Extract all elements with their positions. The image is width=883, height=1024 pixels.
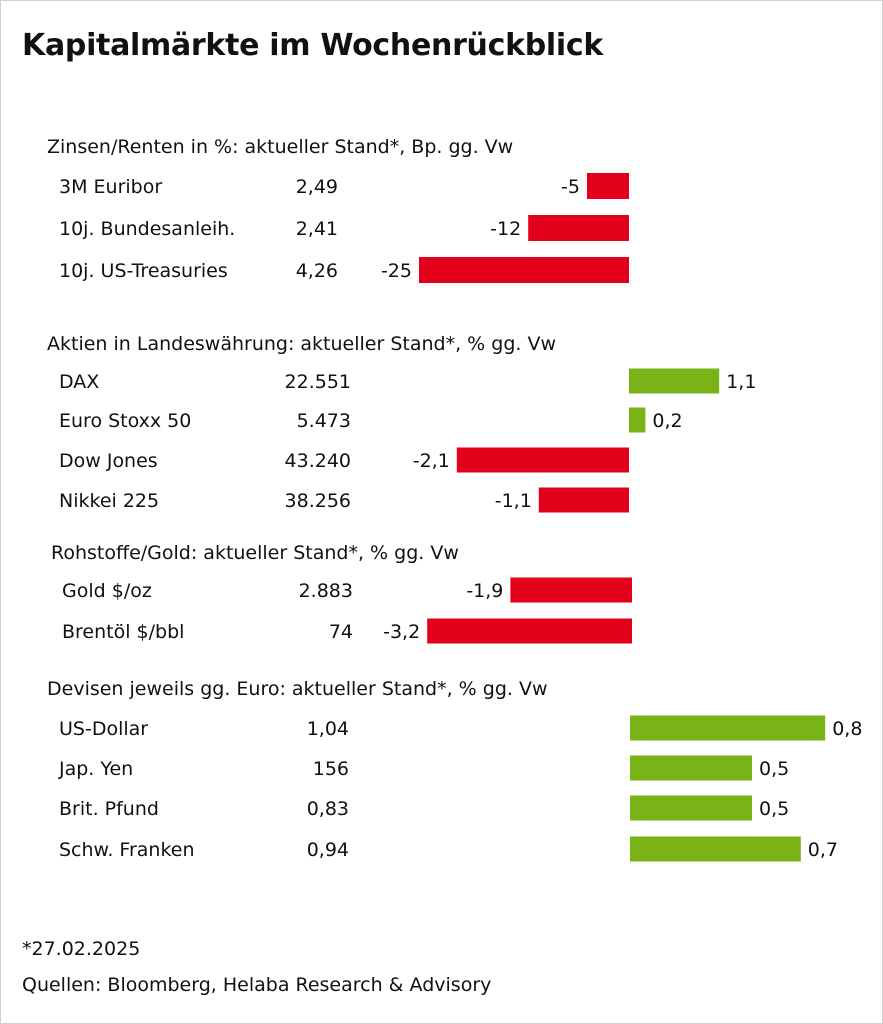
- group-heading: Devisen jeweils gg. Euro: aktueller Stan…: [47, 678, 548, 700]
- group-heading: Zinsen/Renten in %: aktueller Stand*, Bp…: [47, 136, 513, 158]
- row-level: 0,94: [307, 839, 349, 861]
- row-level: 4,26: [296, 260, 338, 282]
- row-label: Gold $/oz: [62, 580, 152, 602]
- bar-positive: [629, 407, 646, 433]
- group-heading: Aktien in Landeswährung: aktueller Stand…: [47, 333, 556, 355]
- data-label: -2,1: [413, 450, 450, 472]
- row-level: 5.473: [297, 410, 351, 432]
- data-label: 0,5: [759, 758, 789, 780]
- bar-positive: [630, 795, 752, 821]
- row-label: Brit. Pfund: [59, 798, 159, 820]
- bar-negative: [510, 577, 632, 603]
- data-label: -1,9: [466, 580, 503, 602]
- bar-negative: [587, 173, 629, 199]
- data-label: -5: [561, 176, 580, 198]
- data-label: -25: [381, 260, 412, 282]
- data-label: -1,1: [495, 490, 532, 512]
- data-label: 0,2: [652, 410, 682, 432]
- bar-negative: [456, 447, 629, 473]
- bar-negative: [427, 618, 632, 644]
- bar-positive: [630, 755, 752, 781]
- data-label: -12: [490, 218, 521, 240]
- row-level: 1,04: [307, 718, 349, 740]
- row-label: Nikkei 225: [59, 490, 159, 512]
- row-label: 10j. US-Treasuries: [59, 260, 228, 282]
- data-label: 0,8: [832, 718, 862, 740]
- row-label: 3M Euribor: [59, 176, 162, 198]
- row-label: DAX: [59, 371, 99, 393]
- source-note: Quellen: Bloomberg, Helaba Research & Ad…: [22, 974, 492, 996]
- row-level: 2,41: [296, 218, 338, 240]
- footnote-date: *27.02.2025: [22, 938, 141, 960]
- row-label: Jap. Yen: [58, 758, 133, 780]
- row-label: 10j. Bundesanleih.: [59, 218, 235, 240]
- group-heading: Rohstoffe/Gold: aktueller Stand*, % gg. …: [51, 542, 459, 564]
- bar-negative: [528, 215, 629, 241]
- row-level: 22.551: [285, 371, 351, 393]
- row-level: 2.883: [299, 580, 353, 602]
- data-label: -3,2: [383, 621, 420, 643]
- chart-title: Kapitalmärkte im Wochenrückblick: [22, 28, 604, 63]
- row-label: Brentöl $/bbl: [62, 621, 184, 643]
- bar-negative: [538, 487, 629, 513]
- row-level: 74: [329, 621, 353, 643]
- row-label: Euro Stoxx 50: [59, 410, 191, 432]
- bar-positive: [630, 715, 826, 741]
- data-label: 0,7: [808, 839, 838, 861]
- row-label: Schw. Franken: [59, 839, 195, 861]
- row-label: US-Dollar: [59, 718, 148, 740]
- row-level: 2,49: [296, 176, 338, 198]
- row-level: 0,83: [307, 798, 349, 820]
- row-label: Dow Jones: [59, 450, 158, 472]
- data-label: 0,5: [759, 798, 789, 820]
- row-level: 156: [313, 758, 349, 780]
- bar-positive: [629, 368, 720, 394]
- bar-negative: [419, 257, 629, 283]
- data-label: 1,1: [726, 371, 756, 393]
- bar-positive: [630, 836, 801, 862]
- row-level: 43.240: [285, 450, 351, 472]
- row-level: 38.256: [285, 490, 351, 512]
